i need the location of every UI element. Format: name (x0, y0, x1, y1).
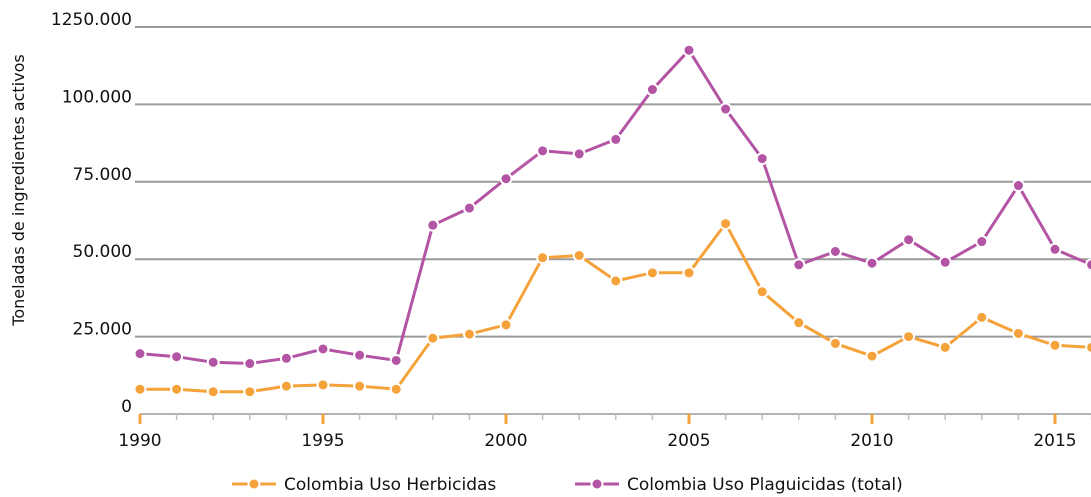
data-point (353, 348, 367, 362)
data-point (499, 318, 513, 332)
y-tick-label: 100.000 (62, 87, 132, 107)
series-line (140, 222, 1091, 394)
x-tick-label: 2015 (1033, 431, 1076, 451)
data-point (243, 357, 257, 371)
y-tick-label: 0 (121, 397, 132, 417)
legend-label: Colombia Uso Herbicidas (284, 475, 496, 495)
data-point (902, 330, 916, 344)
data-point (499, 172, 513, 186)
x-tick-label: 2000 (484, 431, 527, 451)
data-point (828, 336, 842, 350)
data-point (536, 251, 550, 265)
data-point (133, 382, 147, 396)
data-point (645, 266, 659, 280)
data-point (865, 349, 879, 363)
series-plaguicidas-total (133, 43, 1091, 371)
data-point (682, 266, 696, 280)
x-tick-label: 1995 (301, 431, 344, 451)
legend-item: Colombia Uso Herbicidas (232, 475, 496, 495)
data-point (170, 382, 184, 396)
data-point (719, 102, 733, 116)
x-axis (138, 413, 1091, 424)
x-tick-label: 2005 (667, 431, 710, 451)
data-point (462, 327, 476, 341)
data-point (1048, 242, 1062, 256)
data-point (719, 217, 733, 231)
y-tick-label: 25.000 (73, 320, 132, 340)
y-axis-tick-labels: 0 25.000 50.000 75.000 100.000 1250.000 (51, 10, 132, 417)
x-tick-label: 1990 (118, 431, 161, 451)
data-point (975, 235, 989, 249)
data-point (353, 379, 367, 393)
series-herbicidas (133, 217, 1091, 399)
legend-marker (247, 477, 261, 491)
y-tick-label: 50.000 (73, 242, 132, 262)
data-point (792, 258, 806, 272)
data-point (1011, 179, 1025, 193)
data-point (645, 83, 659, 97)
data-point (426, 218, 440, 232)
y-tick-label: 75.000 (73, 165, 132, 185)
legend-label: Colombia Uso Plaguicidas (total) (627, 475, 903, 495)
data-point (1048, 338, 1062, 352)
data-point (828, 244, 842, 258)
data-point (170, 350, 184, 364)
series-line (139, 48, 1091, 365)
x-axis-tick-labels: 1990 1995 2000 2005 2010 2015 (118, 431, 1076, 451)
data-point (865, 256, 879, 270)
data-point (572, 248, 586, 262)
data-point (206, 355, 220, 369)
data-point (316, 342, 330, 356)
data-point (902, 233, 916, 247)
legend-marker (590, 477, 604, 491)
data-point (462, 201, 476, 215)
data-point (938, 255, 952, 269)
data-point (243, 385, 257, 399)
data-point (938, 340, 952, 354)
data-point (426, 331, 440, 345)
data-point (316, 378, 330, 392)
data-point (279, 351, 293, 365)
data-point (792, 316, 806, 330)
data-point (975, 310, 989, 324)
data-point (389, 353, 403, 367)
data-point (133, 347, 147, 361)
x-tick-label: 2010 (850, 431, 893, 451)
data-point (609, 132, 623, 146)
gridlines (135, 26, 1091, 338)
data-point (1085, 340, 1091, 354)
data-point (1085, 258, 1091, 272)
data-point (572, 147, 586, 161)
y-axis-label: Toneladas de ingredientes activos (9, 54, 28, 326)
data-point (206, 385, 220, 399)
data-point (389, 382, 403, 396)
y-tick-label: 1250.000 (51, 10, 132, 30)
data-point (755, 152, 769, 166)
data-point (1011, 327, 1025, 341)
legend-item: Colombia Uso Plaguicidas (total) (575, 475, 903, 495)
legend: Colombia Uso Herbicidas Colombia Uso Plag… (232, 475, 903, 495)
data-point (536, 144, 550, 158)
series-lines (133, 43, 1091, 399)
data-point (609, 274, 623, 288)
data-point (755, 285, 769, 299)
data-point (682, 43, 696, 57)
data-point (279, 379, 293, 393)
